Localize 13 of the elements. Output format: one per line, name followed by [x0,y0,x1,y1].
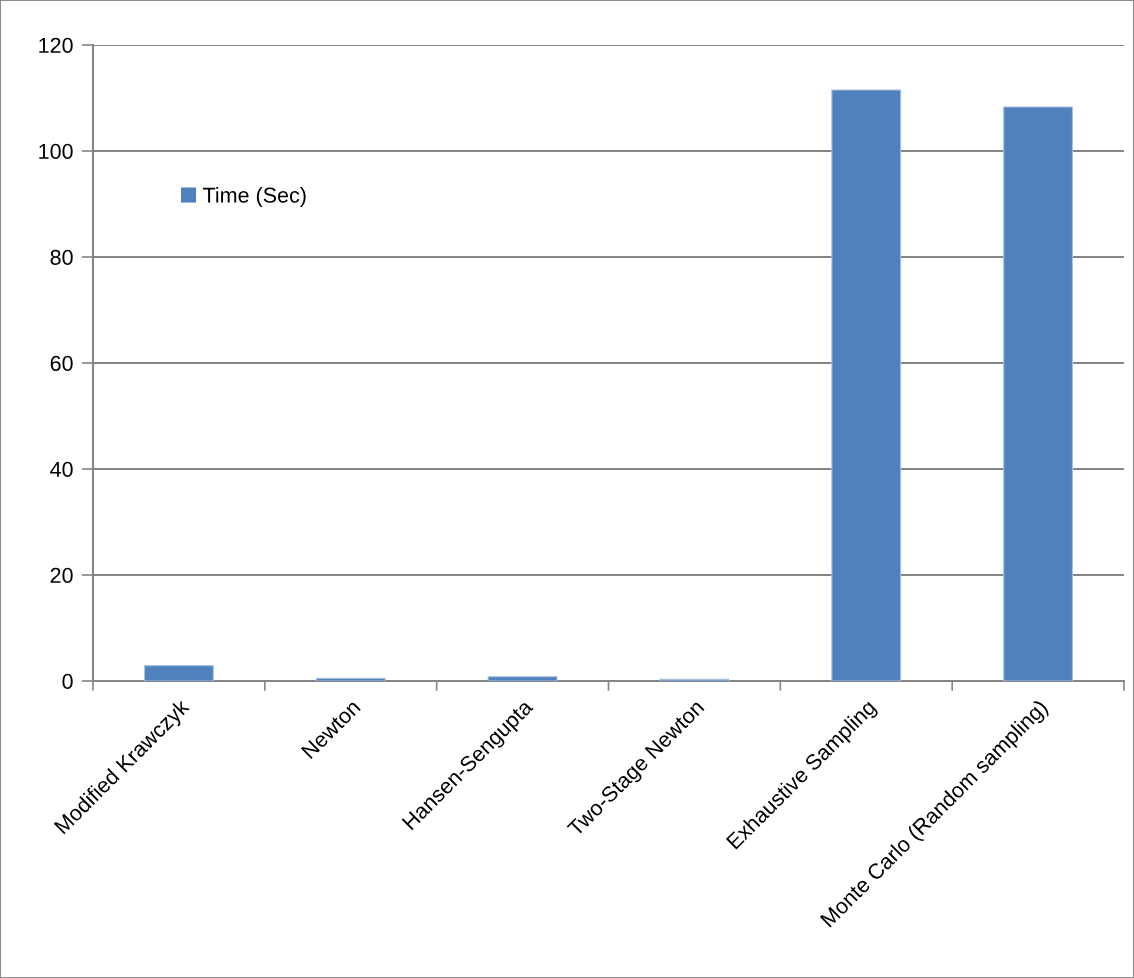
bar [1003,106,1074,681]
bar [487,676,558,681]
y-tick-label: 0 [62,673,73,690]
y-tick-label: 120 [39,37,73,54]
y-tick-label: 80 [50,249,73,266]
bar [315,677,386,681]
bar [143,665,214,681]
bar [831,89,902,681]
y-tick-label: 100 [39,143,73,160]
y-tick-label: 60 [50,355,73,372]
legend-label: Time (Sec) [203,186,306,208]
y-tick-label: 20 [50,567,73,584]
y-tick-label: 40 [50,461,73,478]
